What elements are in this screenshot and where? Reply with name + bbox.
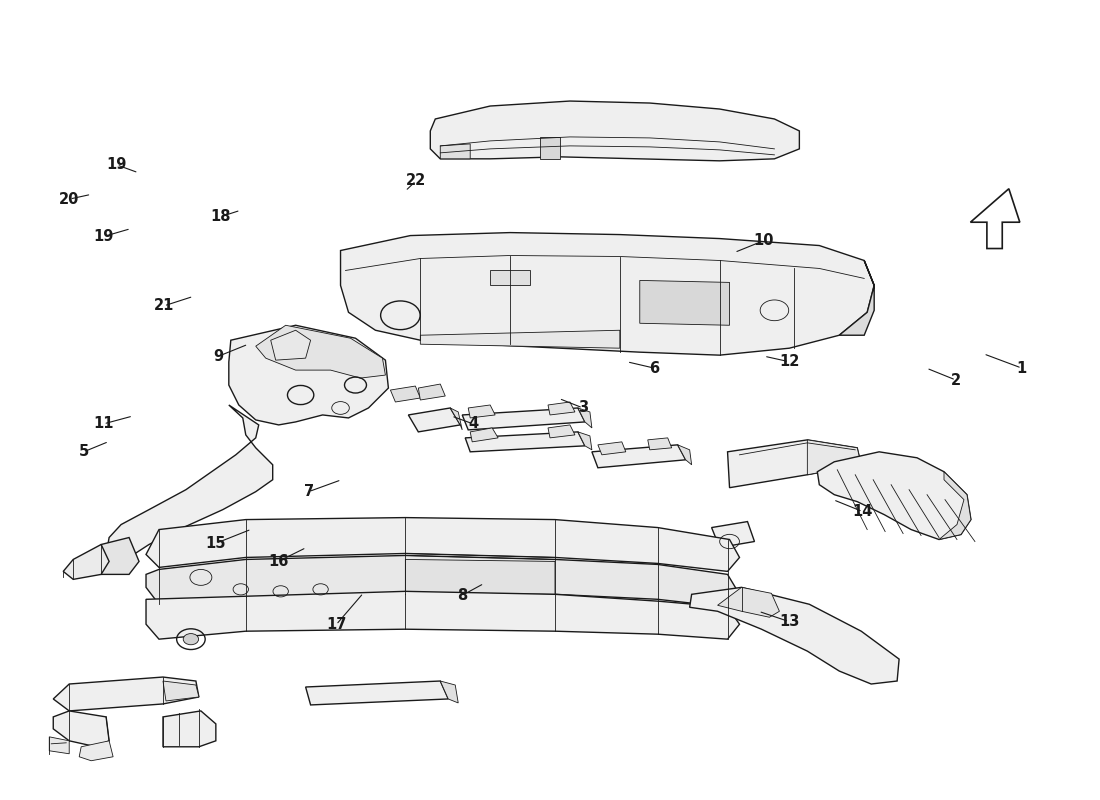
Polygon shape	[146, 591, 739, 639]
Polygon shape	[89, 538, 139, 574]
Circle shape	[184, 634, 199, 645]
Text: 4: 4	[469, 417, 478, 431]
Text: 2: 2	[950, 373, 961, 387]
Text: 21: 21	[154, 298, 174, 314]
Polygon shape	[420, 330, 619, 348]
Polygon shape	[418, 384, 446, 400]
Polygon shape	[390, 386, 420, 402]
Text: 13: 13	[779, 614, 800, 629]
Text: 20: 20	[59, 192, 79, 206]
Text: 19: 19	[94, 229, 113, 244]
Polygon shape	[578, 432, 592, 450]
Polygon shape	[163, 681, 199, 701]
Polygon shape	[548, 425, 575, 438]
Polygon shape	[146, 555, 739, 607]
Polygon shape	[462, 408, 585, 430]
Polygon shape	[592, 445, 685, 468]
Text: 19: 19	[107, 158, 126, 172]
Polygon shape	[690, 587, 899, 684]
Text: 1: 1	[1016, 361, 1027, 376]
Polygon shape	[50, 737, 69, 754]
Polygon shape	[465, 432, 585, 452]
Polygon shape	[255, 326, 385, 378]
Polygon shape	[717, 587, 780, 618]
Polygon shape	[430, 101, 800, 161]
Polygon shape	[406, 559, 556, 594]
Text: 9: 9	[213, 349, 223, 364]
Text: 7: 7	[304, 484, 313, 499]
Polygon shape	[491, 270, 530, 286]
Text: 10: 10	[754, 233, 774, 248]
Polygon shape	[548, 402, 575, 415]
Polygon shape	[440, 681, 459, 703]
Text: 11: 11	[94, 417, 113, 431]
Text: 3: 3	[578, 401, 588, 415]
Polygon shape	[229, 326, 388, 425]
Polygon shape	[271, 330, 310, 360]
Polygon shape	[807, 440, 861, 474]
Text: 14: 14	[852, 504, 873, 519]
Polygon shape	[469, 405, 495, 418]
Polygon shape	[408, 408, 460, 432]
Polygon shape	[817, 452, 971, 539]
Polygon shape	[53, 711, 109, 746]
Polygon shape	[53, 677, 199, 711]
Text: 15: 15	[205, 536, 225, 551]
Polygon shape	[727, 440, 861, 488]
Polygon shape	[450, 408, 462, 430]
Text: 16: 16	[268, 554, 289, 569]
Polygon shape	[578, 408, 592, 428]
Polygon shape	[678, 445, 692, 465]
Polygon shape	[712, 522, 755, 547]
Text: 8: 8	[458, 588, 468, 603]
Text: 12: 12	[779, 354, 800, 370]
Text: 17: 17	[326, 618, 346, 632]
Polygon shape	[640, 281, 729, 326]
Polygon shape	[106, 405, 273, 562]
Polygon shape	[306, 681, 449, 705]
Polygon shape	[540, 137, 560, 159]
Polygon shape	[163, 711, 216, 746]
Polygon shape	[970, 189, 1020, 249]
Polygon shape	[146, 518, 739, 571]
Polygon shape	[440, 144, 470, 159]
Polygon shape	[939, 472, 971, 539]
Polygon shape	[79, 741, 113, 761]
Polygon shape	[839, 261, 875, 335]
Polygon shape	[648, 438, 672, 450]
Text: 22: 22	[406, 174, 427, 188]
Polygon shape	[341, 233, 874, 355]
Text: 5: 5	[78, 444, 89, 459]
Polygon shape	[598, 442, 626, 455]
Text: 6: 6	[649, 361, 659, 376]
Polygon shape	[63, 545, 109, 579]
Text: 18: 18	[210, 209, 231, 224]
Polygon shape	[470, 428, 498, 442]
